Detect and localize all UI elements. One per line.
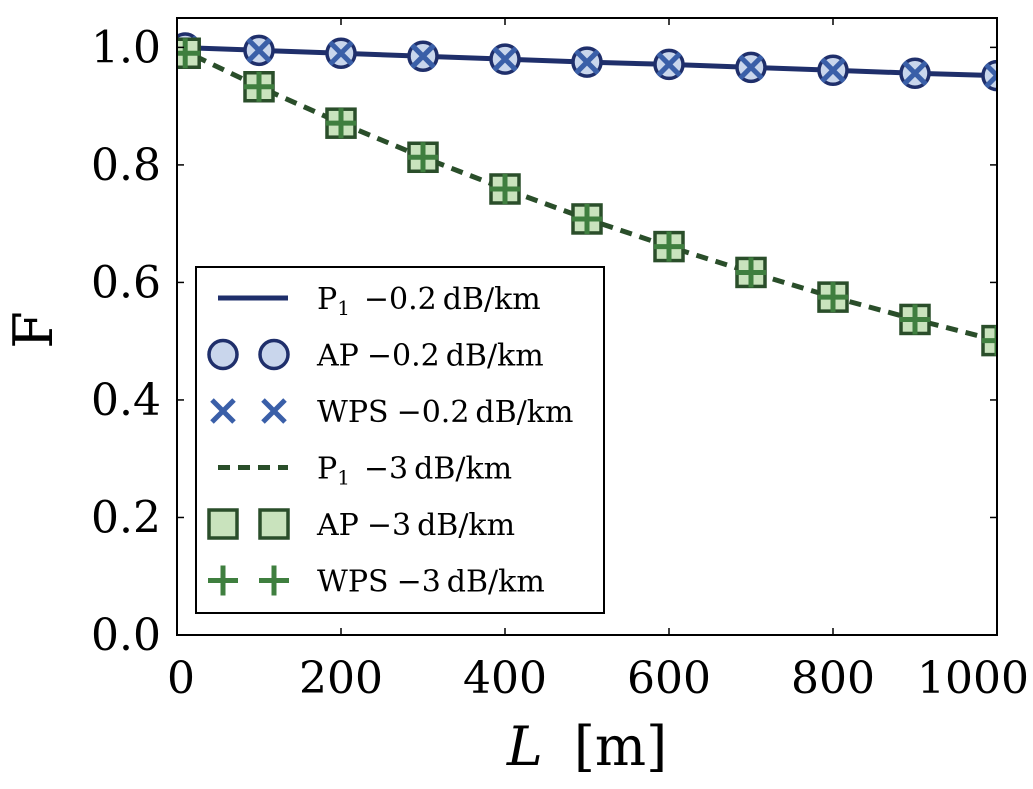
legend-swatch-a-2 [210, 398, 236, 424]
plot-area [177, 32, 997, 357]
series-2-marker-9-stroke-b [902, 60, 928, 87]
x-axis-title: L [m] [506, 715, 667, 778]
series-2-marker-5-stroke-b [574, 49, 600, 75]
series-2-marker-8 [820, 57, 846, 84]
legend-label-prefix-3: P [317, 452, 337, 487]
series-5-marker-1 [244, 71, 274, 102]
series-2-marker-1-stroke-b [246, 37, 272, 64]
series-2-marker-6-stroke-b [656, 51, 682, 78]
legend-label-subscript-3: 1 [337, 466, 350, 490]
series-5-marker-6 [654, 231, 684, 262]
legend-label-3: P1 −3 dB/km [317, 452, 512, 490]
legend-label-text-4: −3 dB/km [367, 508, 515, 543]
series-5-marker-10 [982, 325, 997, 356]
y-tick-label-4: 0.8 [91, 140, 161, 191]
legend-label-prefix-2: WPS [317, 395, 389, 430]
legend-label-subscript-0: 1 [337, 296, 350, 320]
legend-swatch-a-1 [207, 338, 239, 371]
legend-item-2: WPS −0.2 dB/km [210, 395, 573, 430]
series-5-marker-9 [900, 304, 930, 335]
x-tick-label-3: 600 [627, 653, 711, 704]
x-tick-label-0: 0 [167, 653, 195, 704]
legend-label-prefix-5: WPS [317, 565, 389, 600]
series-group [177, 32, 997, 357]
legend-item-3: P1 −3 dB/km [218, 452, 512, 490]
series-2-marker-4 [492, 46, 518, 72]
y-tick-label-5: 1.0 [91, 22, 161, 73]
legend-swatch-b-2-stroke-b [261, 398, 287, 424]
y-axis-title: F [2, 311, 65, 348]
series-2-marker-1 [246, 37, 272, 64]
y-tick-label-1: 0.2 [91, 492, 161, 543]
legend-label-5: WPS −3 dB/km [317, 565, 545, 600]
x-axis-variable: L [506, 715, 543, 778]
legend-item-1: AP −0.2 dB/km [207, 338, 544, 374]
series-2-marker-10-stroke-b [984, 72, 997, 89]
series-5-marker-4 [490, 173, 520, 204]
legend-label-text-3: −3 dB/km [364, 452, 512, 487]
x-tick-label-1: 200 [299, 653, 383, 704]
legend-label-text-1: −0.2 dB/km [367, 339, 544, 374]
series-2-marker-7 [738, 54, 764, 81]
legend-swatch-b-5 [259, 565, 289, 596]
legend-label-0: P1 −0.2 dB/km [317, 282, 541, 320]
legend-label-text-0: −0.2 dB/km [364, 282, 541, 317]
legend-item-4: AP −3 dB/km [207, 508, 515, 543]
legend-box [195, 266, 605, 614]
x-tick-label-4: 800 [791, 653, 875, 704]
legend-label-1: AP −0.2 dB/km [316, 339, 544, 374]
series-2-marker-10-stroke-a [984, 62, 997, 80]
legend-swatch-a-2-stroke-b [210, 398, 236, 424]
legend-item-0: P1 −0.2 dB/km [218, 282, 541, 320]
y-tick-label-2: 0.4 [91, 375, 161, 426]
legend-swatch-a-5 [208, 565, 238, 596]
series-5-marker-8 [818, 282, 848, 313]
series-2-marker-2-stroke-b [328, 40, 354, 67]
legend-label-prefix-0: P [317, 282, 337, 317]
x-axis-unit: [m] [574, 715, 667, 778]
y-tick-label-0: 0.0 [91, 610, 161, 661]
y-tick-label-3: 0.6 [91, 257, 161, 308]
plot-frame [176, 17, 998, 636]
legend-label-4: AP −3 dB/km [316, 508, 515, 543]
axes: 0 200 400 600 800 1000 0.0 0.2 0.4 0.6 0.8 1.0 [91, 17, 1029, 704]
legend-swatch-b-1 [258, 338, 290, 371]
series-5-marker-7 [736, 257, 766, 288]
series-5-marker-2 [326, 108, 356, 139]
series-2-marker-4-stroke-b [492, 46, 518, 72]
legend-swatch-b-2 [261, 398, 287, 424]
legend-swatch-b-4 [258, 508, 290, 540]
series-2-marker-3-stroke-b [410, 43, 436, 69]
legend-label-2: WPS −0.2 dB/km [317, 395, 573, 430]
legend-item-5: WPS −3 dB/km [208, 565, 545, 600]
series-5-marker-3 [408, 142, 438, 173]
legend-label-text-5: −3 dB/km [397, 565, 545, 600]
x-tick-label-2: 400 [463, 653, 547, 704]
legend-label-text-2: −0.2 dB/km [397, 395, 574, 430]
legend-label-prefix-1: AP [316, 339, 359, 374]
series-5-marker-5 [572, 203, 602, 234]
series-2-marker-3 [410, 43, 436, 69]
series-2-marker-7-stroke-b [738, 54, 764, 81]
series-2-marker-10 [984, 62, 997, 89]
series-2-marker-5 [574, 49, 600, 75]
x-tick-label-5: 1000 [917, 653, 1029, 704]
legend-swatch-a-4 [207, 508, 239, 540]
legend-label-prefix-4: AP [316, 508, 359, 543]
series-5-marker-0 [177, 38, 201, 69]
series-2-marker-2 [328, 40, 354, 67]
series-2-marker-8-stroke-b [820, 57, 846, 84]
series-2-marker-6 [656, 51, 682, 78]
series-2-marker-9 [902, 60, 928, 87]
